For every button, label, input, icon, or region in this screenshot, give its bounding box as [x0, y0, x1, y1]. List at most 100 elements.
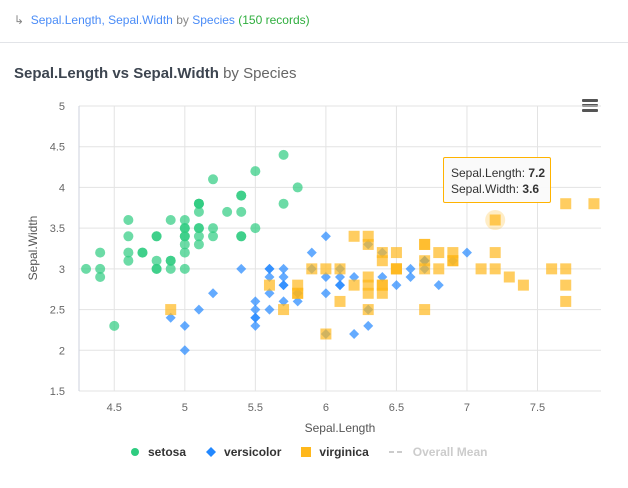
ticks: 1.5 2 2.5 3 3.5 4 4.5 5 4.5 5 5.5 6 6.5 7 7.5	[50, 101, 545, 414]
legend-label: Overall Mean	[412, 445, 488, 459]
virginica-point	[560, 263, 572, 275]
legend-item-overall-mean[interactable]: Overall Mean	[388, 445, 488, 459]
virginica-point	[362, 271, 374, 283]
setosa-point	[278, 198, 289, 209]
by-text: by	[176, 13, 189, 27]
virginica-point	[348, 279, 360, 291]
setosa-point	[179, 239, 190, 250]
y-tick-label: 4	[59, 182, 65, 194]
points	[81, 149, 600, 356]
setosa-point	[222, 206, 233, 217]
tooltip-y-value: 3.6	[522, 182, 540, 196]
setosa-point	[250, 166, 261, 177]
setosa-point	[193, 239, 204, 250]
virginica-point	[278, 304, 290, 316]
fields-link[interactable]: Sepal.Length, Sepal.Width	[30, 13, 173, 27]
versicolor-point	[278, 263, 289, 274]
virginica-point	[348, 230, 360, 242]
setosa-point	[193, 223, 204, 234]
virginica-point	[165, 304, 177, 316]
versicolor-point	[335, 280, 345, 291]
divider	[0, 42, 628, 43]
y-tick-label: 5	[59, 101, 65, 113]
legend-item-virginica[interactable]: virginica	[301, 445, 369, 459]
chart-title: Sepal.Length vs Sepal.Width by Species	[14, 65, 296, 82]
highlight-halo	[485, 210, 506, 230]
setosa-point	[95, 263, 106, 274]
y-tick-label: 2.5	[50, 305, 65, 317]
y-tick-label: 2	[59, 345, 65, 357]
virginica-point	[419, 255, 431, 267]
virginica-point	[419, 304, 431, 316]
setosa-point	[137, 247, 148, 258]
versicolor-point	[306, 247, 317, 258]
versicolor-point	[349, 329, 360, 339]
versicolor-point	[320, 231, 331, 242]
virginica-point	[560, 295, 572, 307]
setosa-point	[292, 182, 303, 193]
group-link[interactable]: Species	[192, 13, 235, 27]
versicolor-point	[250, 312, 261, 323]
setosa-point	[151, 263, 162, 274]
setosa-point	[165, 255, 176, 266]
legend-item-setosa[interactable]: setosa	[130, 445, 186, 459]
versicolor-point	[461, 247, 472, 258]
versicolor-point	[405, 263, 416, 274]
versicolor-point	[236, 263, 247, 274]
versicolor-point	[363, 320, 374, 331]
versicolor-point	[264, 263, 275, 274]
setosa-point	[208, 174, 219, 185]
legend: setosa versicolor virginica Overall Mean	[130, 445, 487, 459]
setosa-point	[179, 247, 190, 258]
grid	[78, 105, 601, 392]
setosa-point	[123, 255, 134, 266]
setosa-point	[109, 320, 120, 331]
virginica-point	[433, 247, 445, 259]
chart-title-by: by Species	[223, 65, 297, 82]
legend-item-versicolor[interactable]: versicolor	[206, 445, 281, 459]
setosa-point	[151, 231, 162, 242]
breadcrumb: ↳ Sepal.Length, Sepal.Width by Species (…	[14, 13, 310, 27]
virginica-point	[517, 279, 529, 291]
virginica-point	[376, 279, 388, 291]
virginica-point	[362, 230, 374, 242]
x-axis-label: Sepal.Length	[305, 421, 376, 435]
versicolor-point	[250, 304, 261, 315]
setosa-point	[179, 223, 190, 234]
x-tick-label: 7	[464, 402, 470, 414]
versicolor-point	[264, 304, 275, 315]
setosa-point	[208, 223, 219, 234]
virginica-point	[489, 214, 501, 226]
virginica-point	[292, 279, 304, 291]
virginica-point	[588, 198, 600, 210]
versicolor-point	[179, 345, 190, 356]
virginica-point	[546, 263, 558, 275]
x-tick-label: 6	[323, 402, 329, 414]
versicolor-point	[250, 296, 261, 307]
virginica-point	[334, 295, 346, 307]
virginica-point	[475, 263, 487, 275]
virginica-point	[263, 279, 275, 291]
legend-label: setosa	[148, 445, 187, 459]
versicolor-point	[264, 272, 275, 282]
versicolor-point	[335, 272, 345, 282]
virginica-point	[376, 287, 388, 299]
y-tick-label: 4.5	[50, 142, 65, 154]
virginica-point	[390, 247, 402, 259]
virginica-point	[320, 263, 332, 275]
setosa-point	[165, 263, 176, 274]
versicolor-point	[433, 280, 444, 291]
virginica-point	[376, 255, 388, 267]
virginica-point	[292, 287, 304, 299]
record-count: (150 records)	[238, 13, 310, 27]
setosa-point	[250, 223, 261, 234]
versicolor-point	[405, 272, 416, 282]
virginica-point	[390, 263, 402, 275]
setosa-point	[179, 231, 190, 242]
versicolor-point	[208, 288, 219, 299]
setosa-point	[95, 272, 106, 282]
return-arrow-icon: ↳	[14, 13, 25, 27]
setosa-point	[151, 255, 162, 266]
tooltip: Sepal.Length: 7.2 Sepal.Width: 3.6	[443, 157, 551, 203]
